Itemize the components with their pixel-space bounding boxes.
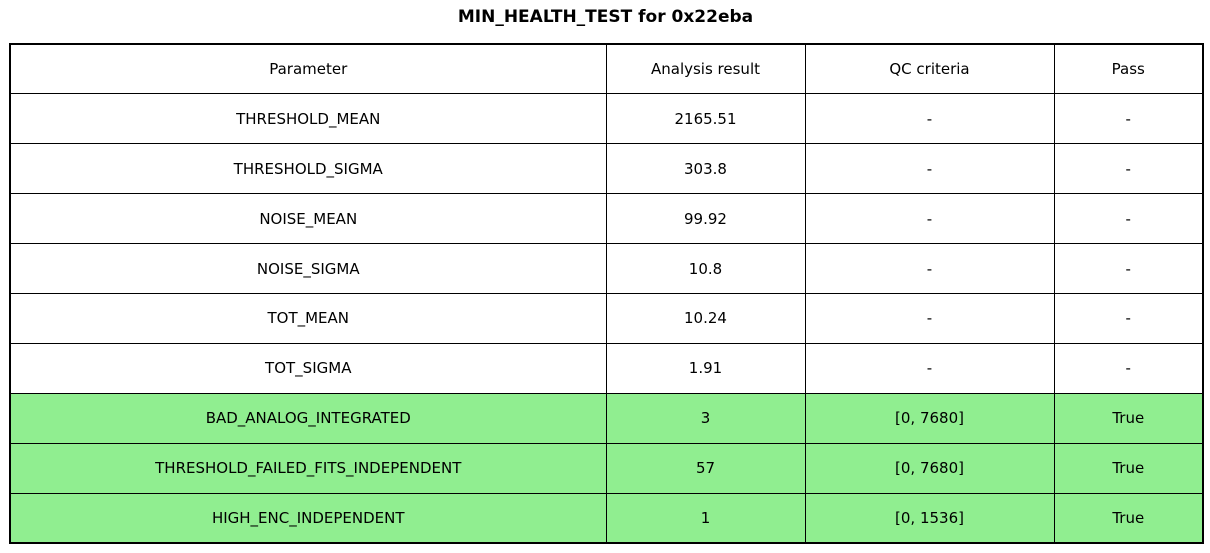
qc-criteria-cell: [0, 7680] [804,392,1055,444]
parameter-cell: BAD_ANALOG_INTEGRATED [9,392,607,444]
analysis-result-cell: 1 [605,492,806,544]
qc-criteria-cell: [0, 7680] [804,442,1055,494]
analysis-result-cell: 57 [605,442,806,494]
table-row: NOISE_SIGMA 10.8- - [9,243,1204,294]
parameter-cell: HIGH_ENC_INDEPENDENT [9,492,607,544]
table-row: THRESHOLD_FAILED_FITS_INDEPENDENT 57 [0, 7… [9,442,1204,494]
analysis-result-cell: 3 [605,392,806,444]
table-row: TOT_MEAN 10.24- - [9,292,1204,344]
column-header-pass: Pass [1053,43,1204,95]
analysis-result-cell: 1.91 [605,342,806,394]
parameter-cell: THRESHOLD_FAILED_FITS_INDEPENDENT [9,442,607,494]
pass-cell: True [1053,442,1204,494]
parameter-cell: NOISE_MEAN [9,193,607,245]
analysis-result-cell: 99.92 [605,193,806,245]
qc-criteria-cell: - [804,143,1055,195]
pass-cell: - [1053,342,1204,394]
table-row: TOT_SIGMA 1.91- - [9,342,1204,394]
parameter-cell: TOT_MEAN [9,292,607,344]
column-header-parameter: Parameter [9,43,607,95]
qc-criteria-cell: - [804,243,1055,294]
chart-title: MIN_HEALTH_TEST for 0x22eba [457,7,754,27]
table-row: BAD_ANALOG_INTEGRATED 3 [0, 7680] True [9,392,1204,444]
analysis-result-cell: 303.8 [605,143,806,195]
column-header-analysis-result: Analysis result [605,43,806,95]
pass-cell: - [1053,243,1204,294]
parameter-cell: THRESHOLD_SIGMA [9,143,607,195]
pass-cell: True [1053,392,1204,444]
qc-criteria-cell: [0, 1536] [804,492,1055,544]
analysis-result-cell: 2165.51 [605,93,806,145]
table-row: NOISE_MEAN 99.92- - [9,193,1204,245]
table-row: THRESHOLD_MEAN 2165.51- - [9,93,1204,145]
pass-cell: - [1053,93,1204,145]
qc-criteria-cell: - [804,292,1055,344]
pass-cell: - [1053,193,1204,245]
qc-criteria-cell: - [804,93,1055,145]
pass-cell: - [1053,292,1204,344]
table-row: THRESHOLD_SIGMA 303.8- - [9,143,1204,195]
analysis-result-cell: 10.8 [605,243,806,294]
qc-criteria-cell: - [804,342,1055,394]
parameter-cell: TOT_SIGMA [9,342,607,394]
column-header-qc-criteria: QC criteria [804,43,1055,95]
pass-cell: True [1053,492,1204,544]
table-header-row: Parameter Analysis result QC criteria Pa… [9,43,1204,95]
pass-cell: - [1053,143,1204,195]
parameter-cell: THRESHOLD_MEAN [9,93,607,145]
analysis-result-cell: 10.24 [605,292,806,344]
parameter-cell: NOISE_SIGMA [9,243,607,294]
table-body: THRESHOLD_MEAN 2165.51- - THRESHOLD_SIGMA 30… [9,93,1204,544]
qc-criteria-cell: - [804,193,1055,245]
qc-results-table: Parameter Analysis result QC criteria Pa… [9,43,1204,544]
table-row: HIGH_ENC_INDEPENDENT 1 [0, 1536] True [9,492,1204,544]
